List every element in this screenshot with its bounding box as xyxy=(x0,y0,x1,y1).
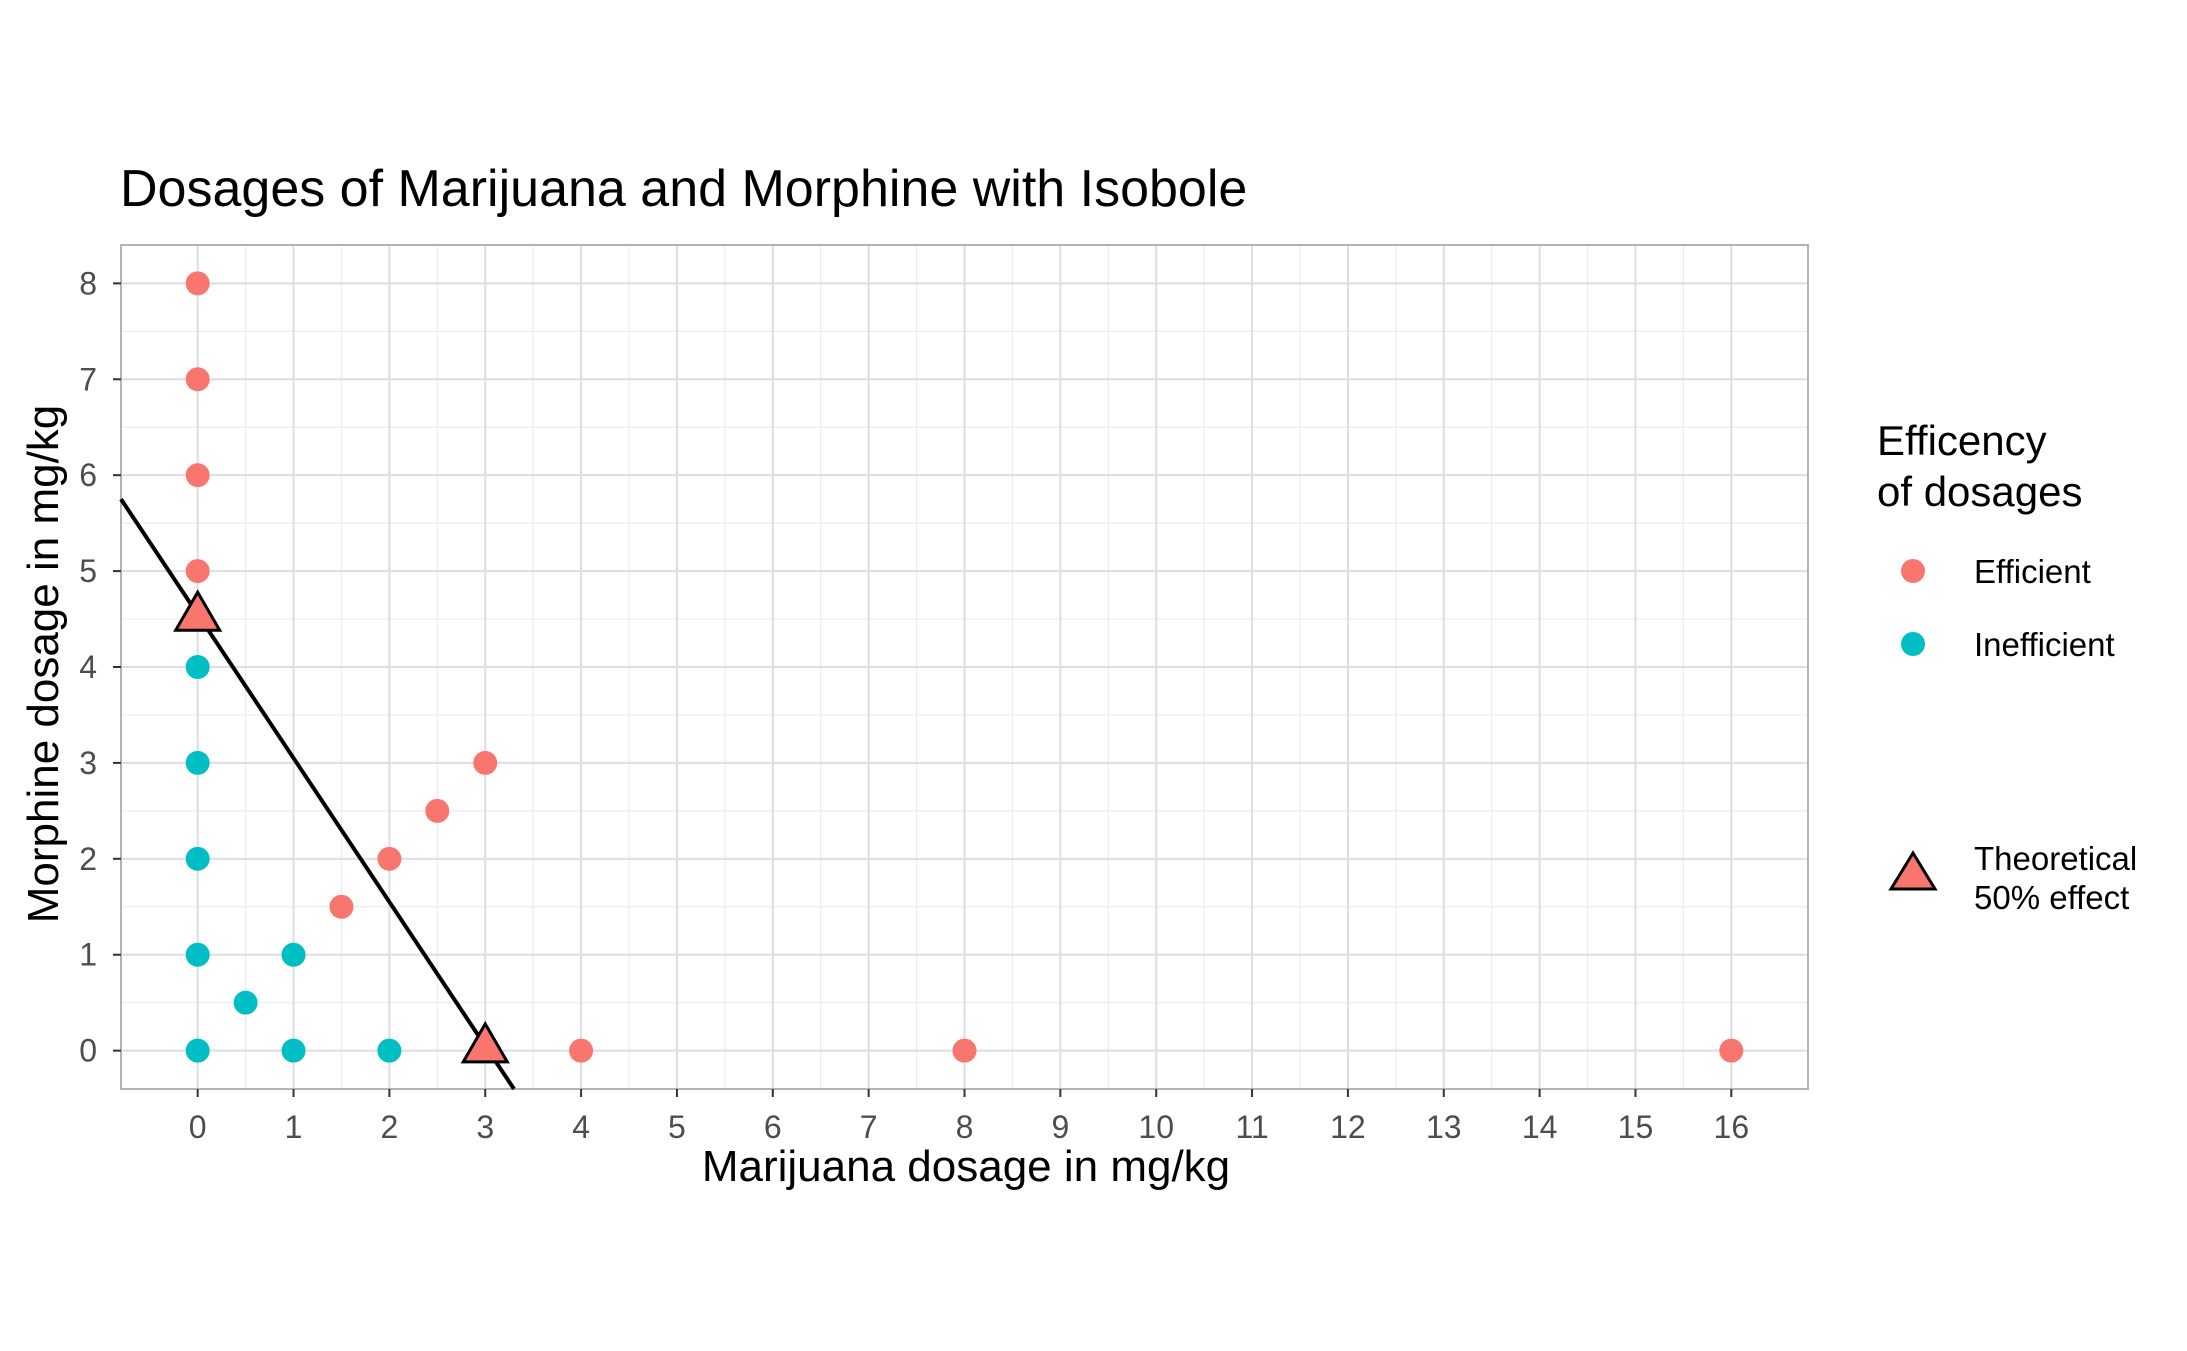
point-inefficient xyxy=(185,655,210,679)
point-efficient xyxy=(185,463,210,488)
legend-title-line-1: Efficency xyxy=(1877,417,2047,464)
point-efficient xyxy=(185,271,210,296)
y-tick-label: 6 xyxy=(79,457,97,493)
legend-label-theoretical-line-1: Theoretical xyxy=(1974,840,2137,877)
legend-title-line-2: of dosages xyxy=(1877,468,2083,515)
x-tick-label: 8 xyxy=(956,1109,974,1145)
points-layer xyxy=(185,271,1744,1063)
theoretical-point xyxy=(460,1020,510,1064)
y-tick-label: 8 xyxy=(79,265,97,301)
point-efficient xyxy=(185,559,210,584)
point-inefficient xyxy=(377,1038,402,1063)
y-tick-label: 0 xyxy=(79,1033,97,1069)
point-efficient xyxy=(473,750,498,775)
point-inefficient xyxy=(185,1038,210,1063)
legend-label-inefficient: Inefficient xyxy=(1974,626,2115,663)
point-efficient xyxy=(425,798,450,823)
point-inefficient xyxy=(281,1038,306,1063)
point-inefficient xyxy=(185,942,210,967)
point-efficient xyxy=(569,1038,594,1063)
point-inefficient xyxy=(185,750,210,775)
point-inefficient xyxy=(233,990,258,1015)
point-efficient xyxy=(377,846,402,871)
x-tick-label: 1 xyxy=(285,1109,303,1145)
legend-key-inefficient xyxy=(1901,632,1925,656)
x-tick-label: 3 xyxy=(476,1109,494,1145)
point-inefficient xyxy=(281,942,306,967)
x-tick-label: 9 xyxy=(1051,1109,1069,1145)
y-tick-label: 5 xyxy=(79,553,97,589)
x-tick-label: 10 xyxy=(1138,1109,1174,1145)
point-efficient xyxy=(185,367,210,392)
chart-title: Dosages of Marijuana and Morphine with I… xyxy=(120,160,1247,218)
x-tick-label: 2 xyxy=(380,1109,398,1145)
legend-label-efficient: Efficient xyxy=(1974,553,2091,590)
x-tick-label: 4 xyxy=(572,1109,590,1145)
legend: Efficency of dosages Efficient Inefficie… xyxy=(1877,417,2137,916)
x-tick-label: 5 xyxy=(668,1109,686,1145)
y-axis-title: Morphine dosage in mg/kg xyxy=(19,405,68,924)
point-efficient xyxy=(329,894,354,919)
y-tick-label: 2 xyxy=(79,841,97,877)
x-tick-label: 6 xyxy=(764,1109,782,1145)
y-tick-label: 4 xyxy=(79,649,97,685)
x-tick-label: 12 xyxy=(1330,1109,1366,1145)
y-tick-label: 1 xyxy=(79,937,97,973)
x-tick-label: 0 xyxy=(189,1109,207,1145)
legend-key-triangle xyxy=(1888,850,1938,891)
y-tick-label: 7 xyxy=(79,361,97,397)
point-efficient xyxy=(1719,1038,1744,1063)
legend-label-theoretical-line-2: 50% effect xyxy=(1974,879,2129,916)
x-tick-label: 11 xyxy=(1235,1109,1268,1145)
x-axis-title: Marijuana dosage in mg/kg xyxy=(702,1142,1230,1191)
x-tick-label: 13 xyxy=(1426,1109,1462,1145)
x-tick-label: 14 xyxy=(1522,1109,1558,1145)
grid xyxy=(121,245,1808,1089)
theoretical-points-layer xyxy=(173,589,510,1064)
point-efficient xyxy=(952,1038,977,1063)
isobole-line xyxy=(119,498,516,1091)
isobole-layer xyxy=(119,498,516,1091)
theoretical-point xyxy=(173,589,223,632)
x-tick-label: 16 xyxy=(1714,1109,1750,1145)
x-tick-label: 15 xyxy=(1618,1109,1654,1145)
x-tick-label: 7 xyxy=(860,1109,878,1145)
legend-key-efficient xyxy=(1901,559,1925,583)
y-tick-label: 3 xyxy=(79,745,97,781)
point-inefficient xyxy=(185,846,210,871)
